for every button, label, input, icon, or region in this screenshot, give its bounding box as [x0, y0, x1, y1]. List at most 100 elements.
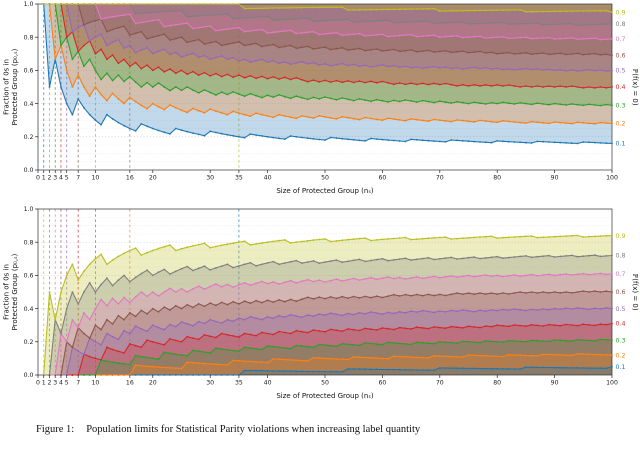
svg-text:80: 80 — [493, 380, 501, 387]
series-p-0.9: 0.9 — [42, 233, 626, 376]
svg-text:1: 1 — [42, 175, 46, 182]
svg-text:100: 100 — [606, 175, 618, 182]
threshold-vlines — [43, 209, 240, 375]
svg-text:3: 3 — [53, 380, 57, 387]
fill-p-0.3 — [43, 339, 612, 375]
fill-p-0.6 — [43, 4, 612, 56]
svg-text:0: 0 — [36, 380, 40, 387]
svg-text:7: 7 — [76, 175, 80, 182]
svg-text:0.6: 0.6 — [24, 68, 34, 75]
svg-text:0.8: 0.8 — [24, 34, 34, 41]
fill-p-0.9 — [43, 235, 612, 375]
series-end-label: 0.4 — [616, 321, 626, 328]
svg-text:10: 10 — [91, 175, 99, 182]
series-end-label: 0.8 — [616, 21, 626, 28]
svg-text:100: 100 — [606, 380, 618, 387]
svg-text:0.0: 0.0 — [24, 372, 34, 379]
right-axis-label: ℙ(f(x) = 0) — [631, 68, 639, 105]
svg-text:20: 20 — [149, 380, 157, 387]
svg-text:1: 1 — [42, 380, 46, 387]
fill-p-0.8 — [43, 255, 612, 375]
threshold-vlines — [43, 4, 240, 170]
series-p-0.7: 0.7 — [42, 3, 626, 43]
svg-text:40: 40 — [264, 380, 272, 387]
svg-text:60: 60 — [378, 175, 386, 182]
svg-text:50: 50 — [321, 175, 329, 182]
svg-text:60: 60 — [378, 380, 386, 387]
svg-text:5: 5 — [65, 380, 69, 387]
series-p-0.6: 0.6 — [42, 3, 626, 60]
svg-text:16: 16 — [126, 175, 134, 182]
svg-text:0: 0 — [36, 175, 40, 182]
svg-text:0.2: 0.2 — [24, 134, 34, 141]
series-p-0.9: 0.9 — [42, 3, 626, 17]
fill-p-0.1 — [43, 4, 612, 144]
series-p-0.3: 0.3 — [42, 337, 626, 376]
series-end-label: 0.9 — [616, 233, 626, 240]
svg-text:0.8: 0.8 — [24, 239, 34, 246]
series-end-label: 0.5 — [616, 306, 626, 313]
series-p-0.3: 0.3 — [42, 3, 626, 110]
svg-text:0.2: 0.2 — [24, 339, 34, 346]
svg-text:16: 16 — [126, 380, 134, 387]
figure-caption: Figure 1: Population limits for Statistic… — [0, 424, 640, 435]
series-end-label: 0.8 — [616, 253, 626, 260]
svg-text:4: 4 — [59, 380, 63, 387]
svg-text:5: 5 — [65, 175, 69, 182]
svg-text:80: 80 — [493, 175, 501, 182]
svg-text:0.4: 0.4 — [24, 101, 34, 108]
series-end-label: 0.3 — [616, 337, 626, 344]
svg-text:1.0: 1.0 — [24, 206, 34, 213]
right-axis-label: ℙ(f(x) = 0) — [631, 273, 639, 310]
series-end-label: 0.6 — [616, 289, 626, 296]
y-axis-label-line1: Fraction of 0s in — [3, 264, 11, 320]
series-p-0.4: 0.4 — [42, 3, 626, 91]
series-end-label: 0.1 — [616, 364, 626, 371]
x-axis-label: Size of Protected Group (nₛ) — [276, 187, 374, 195]
svg-text:2: 2 — [48, 380, 52, 387]
series-end-label: 0.4 — [616, 84, 626, 91]
series-fills — [43, 4, 612, 144]
svg-text:0.6: 0.6 — [24, 273, 34, 280]
svg-text:1.0: 1.0 — [24, 1, 34, 8]
series-end-label: 0.9 — [616, 10, 626, 17]
fill-p-0.2 — [43, 4, 612, 124]
svg-text:4: 4 — [59, 175, 63, 182]
svg-text:35: 35 — [235, 380, 243, 387]
svg-text:40: 40 — [264, 175, 272, 182]
y-axis-label-line1: Fraction of 0s in — [3, 59, 11, 115]
svg-text:70: 70 — [436, 380, 444, 387]
svg-text:90: 90 — [551, 380, 559, 387]
figure-caption-label: Figure 1: — [36, 424, 75, 435]
series-p-0.6: 0.6 — [42, 289, 626, 376]
fill-p-0.4 — [43, 323, 612, 375]
svg-text:3: 3 — [53, 175, 57, 182]
fill-p-0.3 — [43, 4, 612, 106]
svg-text:30: 30 — [206, 380, 214, 387]
svg-text:10: 10 — [91, 380, 99, 387]
svg-text:35: 35 — [235, 175, 243, 182]
series-end-label: 0.1 — [616, 141, 626, 148]
axis-ticks: 0 1 2 3 4 5 7 10 16 20 30 35 40 50 60 70 80 90 100 0.0 0.2 0.… — [24, 1, 618, 181]
fill-p-0.5 — [43, 4, 612, 72]
series-p-0.4: 0.4 — [42, 321, 626, 376]
series-end-label: 0.3 — [616, 103, 626, 110]
svg-text:50: 50 — [321, 380, 329, 387]
chart-upper-bound: Fraction of 0s in Protected Group (p₀,ₛ)… — [3, 1, 640, 195]
series-p-0.8: 0.8 — [42, 253, 626, 376]
series-end-label: 0.2 — [616, 352, 626, 359]
chart-lower-bound: Fraction of 0s in Protected Group (p₀,ₛ)… — [3, 206, 640, 400]
svg-text:70: 70 — [436, 175, 444, 182]
svg-text:2: 2 — [48, 175, 52, 182]
x-axis-label: Size of Protected Group (nₛ) — [276, 392, 374, 400]
fill-p-0.7 — [43, 4, 612, 40]
series-fills — [43, 235, 612, 375]
series-p-0.2: 0.2 — [42, 3, 626, 128]
svg-text:7: 7 — [76, 380, 80, 387]
fill-p-0.4 — [43, 4, 612, 88]
series-end-label: 0.5 — [616, 68, 626, 75]
svg-text:20: 20 — [149, 175, 157, 182]
fill-p-0.7 — [43, 273, 612, 375]
series-p-0.7: 0.7 — [42, 271, 626, 376]
